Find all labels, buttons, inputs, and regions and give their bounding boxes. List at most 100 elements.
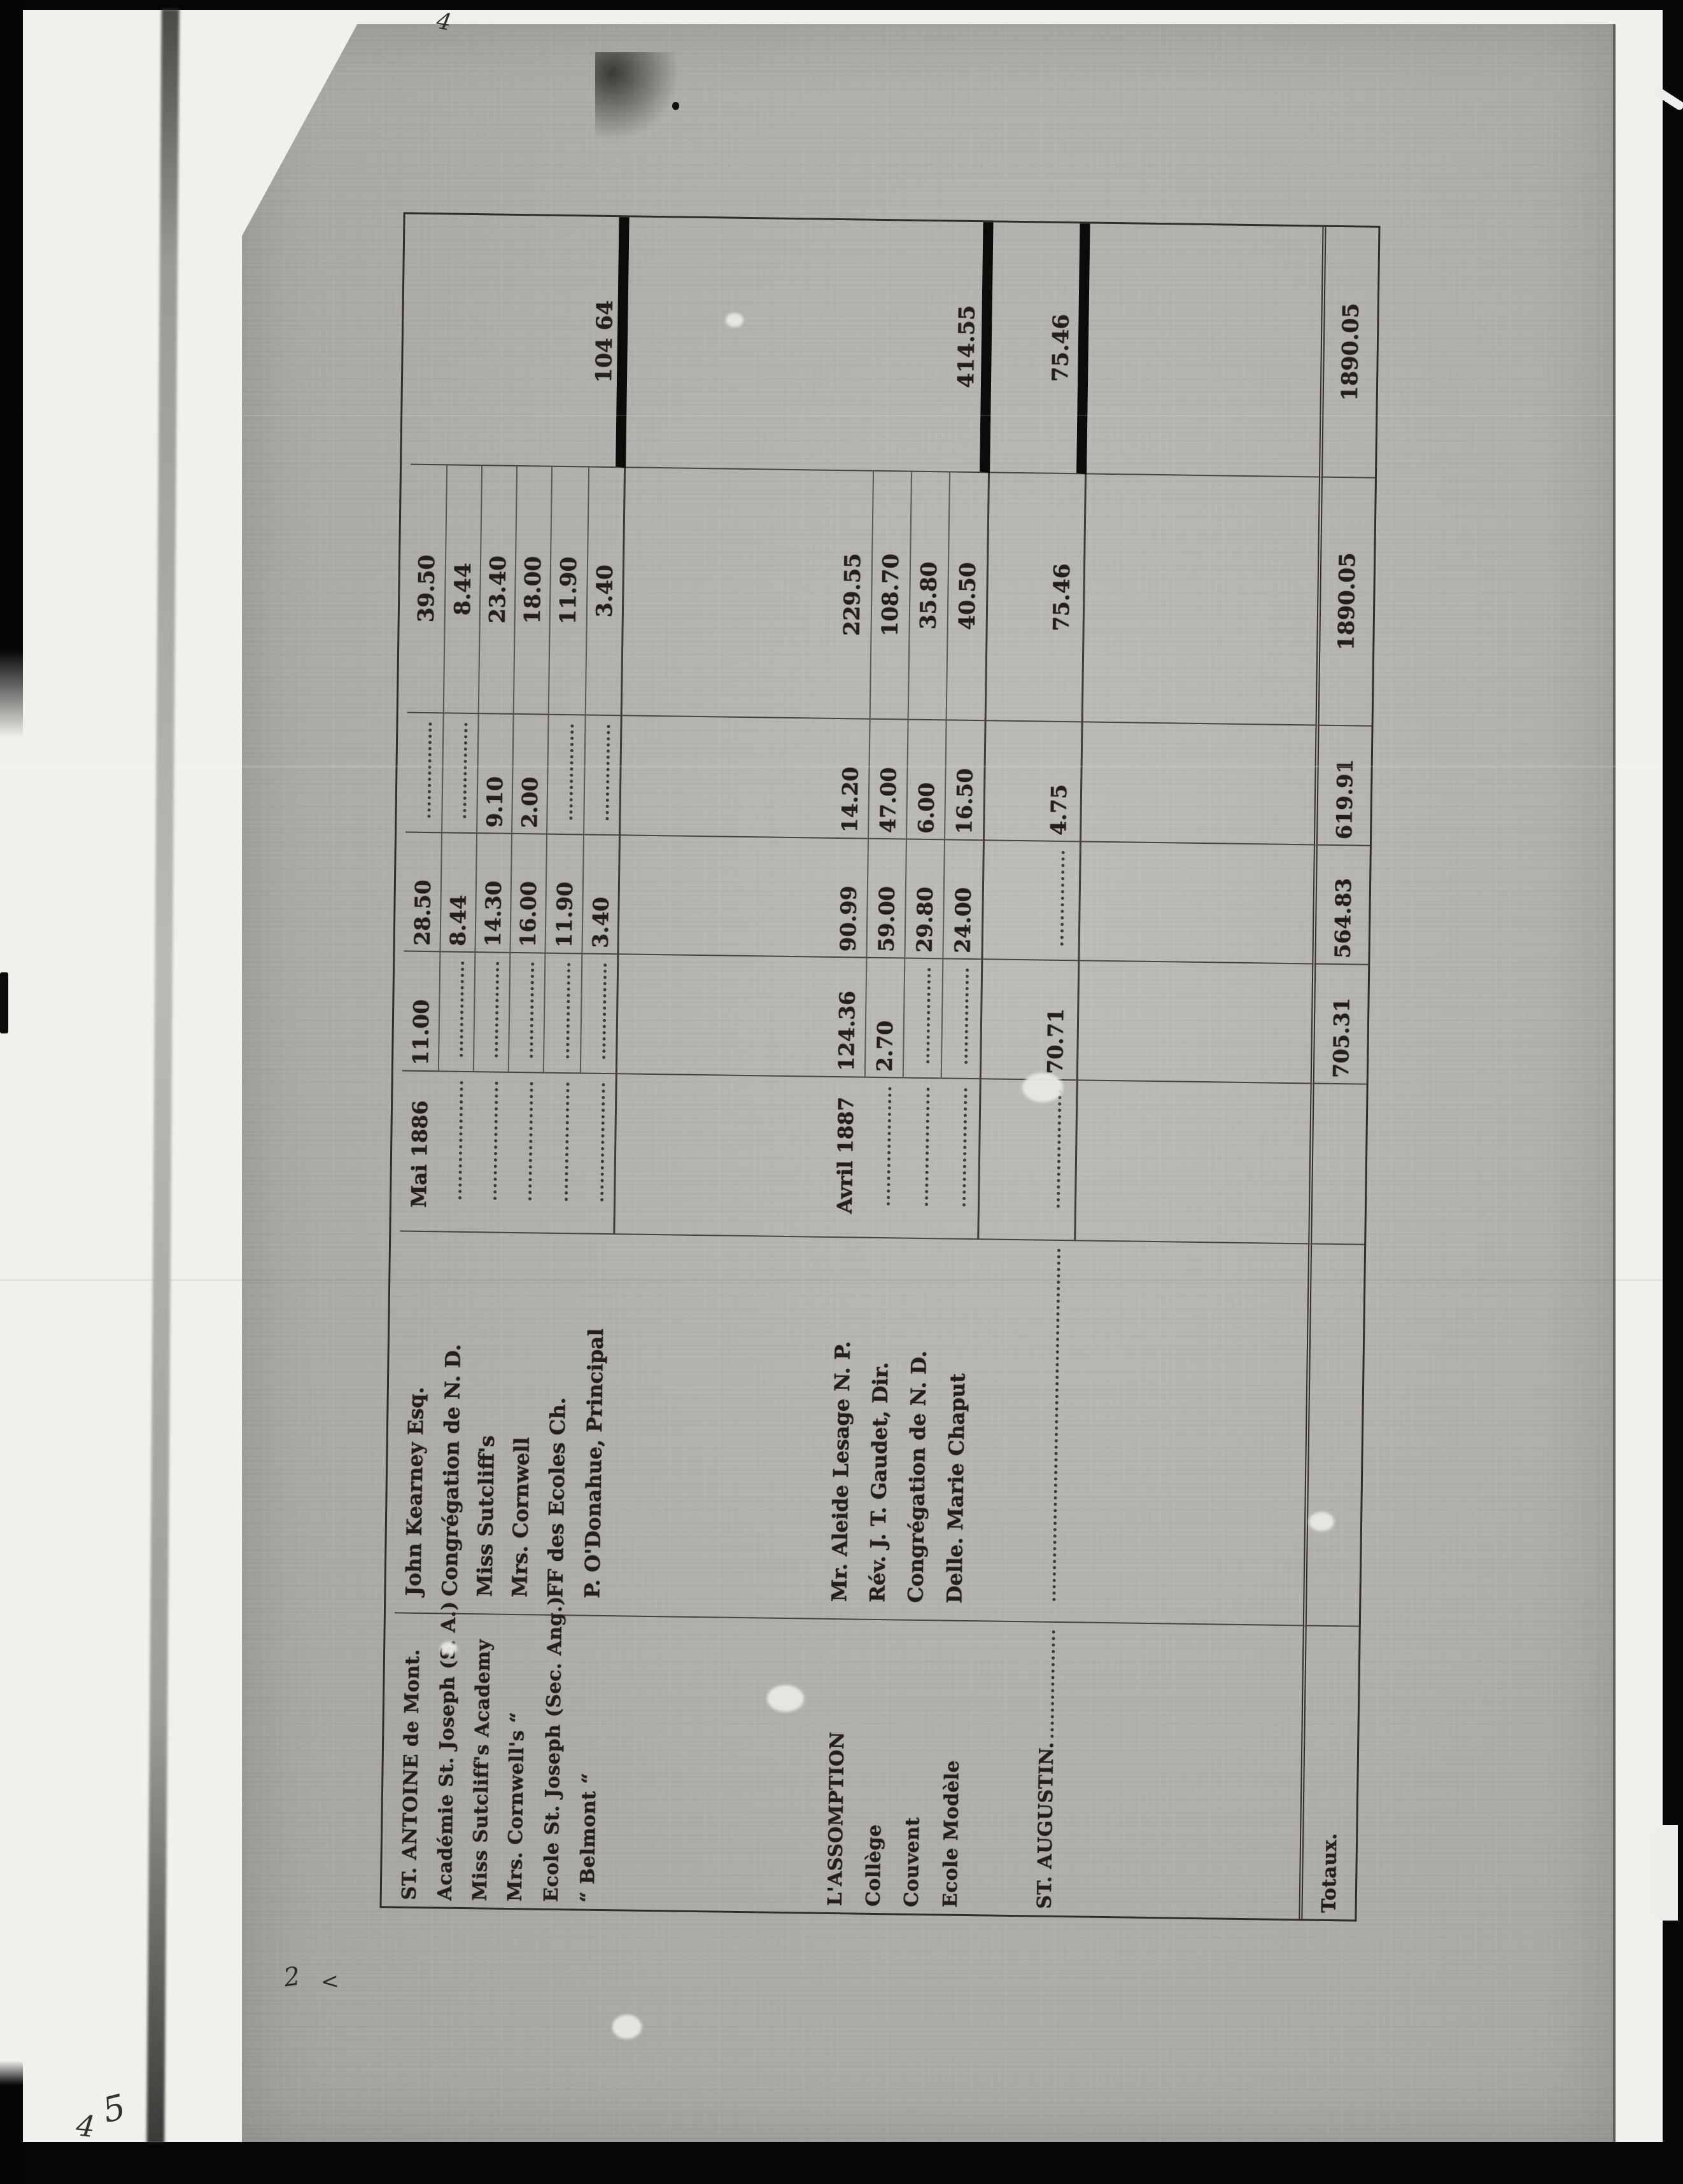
cell-c1 bbox=[474, 953, 511, 1073]
cell-text: Mrs. Cornwell bbox=[507, 1437, 534, 1598]
cell-text: Mrs. Cornwell's “ bbox=[503, 1711, 529, 1902]
cell-total bbox=[1083, 474, 1319, 726]
cell-group bbox=[553, 216, 593, 468]
cell-name: P. O'Donahue, Principal bbox=[573, 1234, 616, 1617]
cell-date bbox=[615, 1074, 827, 1238]
cell-text: 39.50 bbox=[413, 554, 440, 623]
cell-text: 705.31 bbox=[1328, 997, 1355, 1079]
cell-text: 75.46 bbox=[1048, 314, 1074, 382]
cell-total: 35.80 bbox=[908, 472, 951, 721]
cell-c3 bbox=[984, 721, 1039, 842]
cell-group bbox=[518, 215, 556, 467]
dotted-leader bbox=[926, 968, 931, 1064]
cell-c1 bbox=[617, 955, 829, 1077]
cell-text: 70.71 bbox=[1042, 1008, 1069, 1075]
cell-school: Académie St. Joseph (S. A.) bbox=[428, 1601, 467, 1907]
cell-name: Rév. J. T. Gaudet, Dir. bbox=[857, 1238, 902, 1621]
cell-text: 14.20 bbox=[836, 766, 863, 833]
dotted-leader bbox=[426, 722, 432, 818]
cell-group bbox=[836, 220, 878, 472]
cell-group: 414.55 bbox=[950, 221, 994, 473]
cell-name: Congrégation de N. D. bbox=[896, 1238, 940, 1621]
cell-c2: 59.00 bbox=[867, 839, 907, 959]
cell-total: 11.90 bbox=[549, 466, 590, 716]
cell-c3: 47.00 bbox=[868, 719, 909, 840]
cell-date bbox=[437, 1072, 474, 1233]
cell-text: ST. ANTOINE de Mont. bbox=[398, 1648, 424, 1901]
paper-speck bbox=[726, 313, 743, 327]
dotted-leader bbox=[495, 962, 500, 1058]
dotted-leader bbox=[528, 1082, 533, 1201]
cell-c2: 3.40 bbox=[582, 835, 621, 955]
cell-text: P. O'Donahue, Principal bbox=[579, 1328, 608, 1599]
cell-c2 bbox=[1080, 842, 1314, 965]
dotted-leader bbox=[924, 1088, 930, 1207]
dotted-leader bbox=[564, 1082, 570, 1201]
dotted-leader bbox=[605, 724, 610, 821]
paper-speck bbox=[767, 1685, 804, 1712]
pencil-mark: 5 bbox=[98, 2086, 130, 2131]
cell-c3: 9.10 bbox=[477, 714, 514, 834]
paper-speck bbox=[1309, 1512, 1334, 1531]
film-edge-left-mark bbox=[0, 972, 8, 1033]
cell-date bbox=[940, 1079, 982, 1240]
cell-c2: 90.99 bbox=[829, 838, 869, 958]
cell-total: 40.50 bbox=[947, 472, 990, 722]
cell-group: 1890.05 bbox=[1318, 227, 1379, 479]
dotted-leader bbox=[463, 722, 468, 818]
cell-text: Mr. Aleide Lesage N. P. bbox=[827, 1341, 855, 1602]
cell-text: 124.36 bbox=[833, 990, 860, 1072]
cell-c1: 124.36 bbox=[827, 957, 868, 1078]
cell-c2: 11.90 bbox=[546, 834, 585, 955]
cell-date: Mai 1886 bbox=[400, 1071, 439, 1233]
film-notch bbox=[1649, 1825, 1678, 1921]
pencil-mark: 4 bbox=[74, 2108, 97, 2145]
cell-c1 bbox=[941, 959, 983, 1080]
ink-smudge bbox=[595, 52, 691, 148]
pencil-mark: < bbox=[320, 1968, 340, 1995]
cell-total bbox=[986, 473, 1043, 722]
cell-c1 bbox=[544, 953, 583, 1074]
page-gutter-fold bbox=[146, 8, 180, 2144]
cell-text: Ecole Modèle bbox=[939, 1760, 964, 1908]
cell-date bbox=[901, 1078, 942, 1240]
dotted-leader bbox=[1052, 1248, 1060, 1601]
cell-text: Couvent bbox=[900, 1817, 924, 1908]
cell-c3 bbox=[584, 715, 623, 836]
cell-text: 6.00 bbox=[913, 782, 939, 834]
dotted-leader bbox=[530, 962, 535, 1058]
ink-dot bbox=[672, 102, 679, 110]
cell-total: 75.46 bbox=[1038, 473, 1087, 723]
cell-text: 3.40 bbox=[588, 897, 614, 949]
document-page bbox=[242, 24, 1616, 2143]
cell-text: 1890.05 bbox=[1337, 303, 1364, 402]
cell-c1 bbox=[439, 952, 476, 1073]
film-edge-bottom bbox=[0, 2142, 1683, 2184]
cell-text: 8.44 bbox=[449, 563, 476, 616]
cell-date bbox=[1308, 1084, 1367, 1245]
cell-text: ST. AUGUSTIN. bbox=[1033, 1741, 1058, 1909]
cell-school: Ecole Modèle bbox=[930, 1621, 973, 1914]
dotted-leader bbox=[962, 1088, 968, 1207]
cell-total: 8.44 bbox=[444, 465, 483, 715]
cell-text: Collège bbox=[862, 1824, 885, 1907]
cell-text: 11.90 bbox=[551, 881, 577, 948]
cell-date bbox=[579, 1074, 617, 1235]
cell-c2: 564.83 bbox=[1312, 845, 1370, 965]
cell-group: 75.46 bbox=[1042, 223, 1090, 475]
dotted-leader bbox=[460, 961, 465, 1057]
cell-text: 75.46 bbox=[1048, 563, 1075, 632]
cell-c3 bbox=[442, 713, 479, 834]
cell-c2 bbox=[1035, 841, 1081, 962]
cell-group bbox=[482, 215, 521, 466]
dotted-leader bbox=[600, 1082, 605, 1201]
cell-c1 bbox=[981, 960, 1036, 1081]
ledger-table-rotated: ST. ANTOINE de Mont. John Kearney Esq. Mai… bbox=[379, 212, 1381, 1922]
cell-total: 23.40 bbox=[479, 466, 518, 715]
cell-school bbox=[969, 1621, 1025, 1915]
cell-c2 bbox=[983, 841, 1037, 961]
cell-text: 35.80 bbox=[915, 561, 943, 630]
cell-text: 108.70 bbox=[877, 553, 905, 637]
cell-text: 16.00 bbox=[515, 881, 542, 948]
dotted-leader bbox=[1060, 850, 1065, 946]
